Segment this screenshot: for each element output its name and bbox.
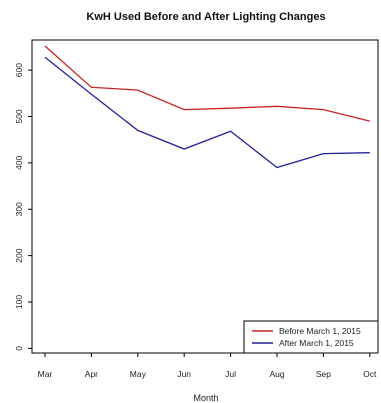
y-axis: 0 100 200 300 400 500 600 [14, 63, 32, 351]
y-tick-label: 400 [14, 156, 24, 170]
x-axis: Mar Apr May Jun Jul Aug Sep Oct [38, 353, 377, 379]
y-tick-label: 100 [14, 295, 24, 309]
x-tick-label: Sep [316, 369, 331, 379]
legend-label: After March 1, 2015 [279, 338, 354, 348]
y-tick-label: 600 [14, 63, 24, 77]
x-tick-label: Jun [177, 369, 191, 379]
x-tick-label: Mar [38, 369, 53, 379]
series-line-before [44, 45, 370, 122]
x-tick-label: May [130, 369, 147, 379]
y-tick-label: 500 [14, 109, 24, 123]
plot-frame [31, 39, 379, 354]
legend: Before March 1, 2015 After March 1, 2015 [243, 320, 379, 354]
legend-label: Before March 1, 2015 [279, 326, 361, 336]
series-line-after [44, 56, 370, 169]
y-tick-label: 300 [14, 202, 24, 216]
chart-title: KwH Used Before and After Lighting Chang… [86, 11, 325, 23]
x-tick-label: Oct [363, 369, 377, 379]
x-axis-title: Month [193, 393, 218, 403]
series-layer [44, 45, 370, 169]
y-tick-label: 200 [14, 248, 24, 262]
y-tick-label: 0 [14, 346, 24, 351]
x-tick-label: Apr [85, 369, 98, 379]
legend-box [243, 320, 379, 354]
x-tick-label: Aug [269, 369, 284, 379]
x-tick-label: Jul [225, 369, 236, 379]
